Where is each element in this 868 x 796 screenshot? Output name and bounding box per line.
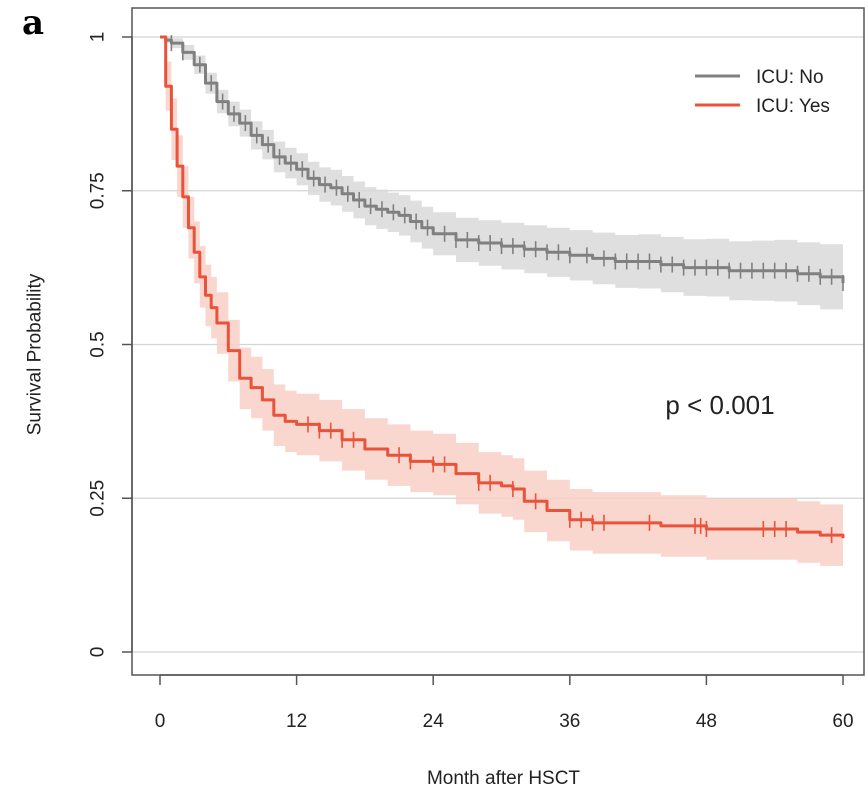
legend-label-icu-yes: ICU: Yes (756, 96, 830, 117)
y-tick-label-2: 0.5 (88, 331, 109, 357)
y-tick-label-3: 0.75 (88, 172, 109, 209)
y-tick-label-1: 0.25 (88, 480, 109, 517)
y-axis-label: Survival Probability (25, 273, 46, 435)
x-tick-label-4: 48 (696, 711, 717, 732)
censor-marks (170, 35, 844, 544)
plot-frame (131, 7, 865, 676)
y-tick-label-4: 1 (88, 32, 109, 43)
x-axis-label: Month after HSCT (427, 768, 580, 789)
x-tick-label-2: 24 (423, 711, 445, 732)
confidence-band-icu-no (160, 37, 843, 317)
x-axis: 0 12 24 36 48 60 (155, 674, 854, 732)
p-value-annotation: p < 0.001 (665, 390, 774, 420)
y-axis: 0 0.25 0.5 0.75 1 (88, 32, 133, 658)
x-tick-label-1: 12 (286, 711, 307, 732)
y-tick-label-0: 0 (88, 647, 109, 658)
x-tick-label-5: 60 (832, 711, 853, 732)
legend-label-icu-no: ICU: No (756, 67, 824, 88)
x-tick-label-3: 36 (559, 711, 580, 732)
gridlines (132, 36, 864, 653)
x-tick-label-0: 0 (155, 711, 166, 732)
legend: ICU: No ICU: Yes (695, 67, 830, 117)
panel-letter: a (22, 3, 44, 43)
